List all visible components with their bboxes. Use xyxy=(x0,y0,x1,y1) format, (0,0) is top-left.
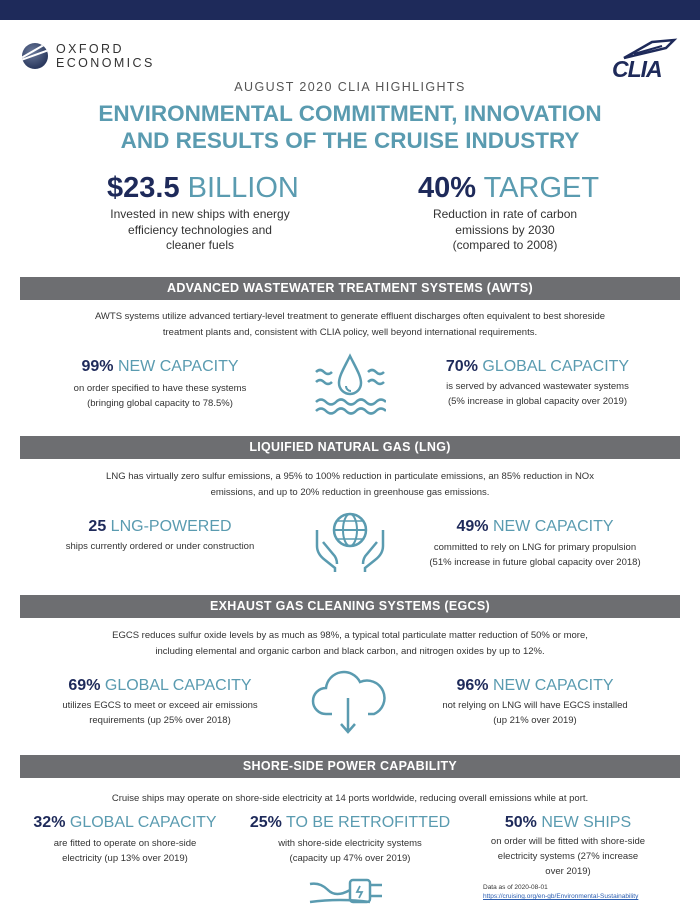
shore-description: Cruise ships may operate on shore-side e… xyxy=(111,793,589,804)
clia-ship-icon xyxy=(623,38,678,60)
egcs-right-stat: 96% NEW CAPACITY xyxy=(456,677,614,694)
kicker: AUGUST 2020 CLIA HIGHLIGHTS xyxy=(234,80,466,94)
awts-header: ADVANCED WASTEWATER TREATMENT SYSTEMS (A… xyxy=(20,277,680,300)
hero-right-stat: 40% TARGET xyxy=(418,172,600,204)
cloud-download-icon xyxy=(311,670,386,734)
egcs-description: EGCS reduces sulfur oxide levels by as m… xyxy=(112,630,588,657)
top-bar xyxy=(0,0,700,20)
oxford-economics-logo: OXFORD ECONOMICS xyxy=(22,42,155,70)
hero-left-stat: $23.5 BILLION xyxy=(107,172,299,204)
awts-description: AWTS systems utilize advanced tertiary-l… xyxy=(94,311,606,338)
lng-description: LNG has virtually zero sulfur emissions,… xyxy=(106,471,594,498)
awts-left-caption: on order specified to have these systems… xyxy=(73,383,247,409)
egcs-header: EXHAUST GAS CLEANING SYSTEMS (EGCS) xyxy=(20,595,680,618)
water-drop-icon xyxy=(315,353,386,415)
egcs-right-caption: not relying on LNG will have EGCS instal… xyxy=(442,700,628,726)
shore-col3-stat: 50% NEW SHIPS xyxy=(504,814,632,831)
egcs-left-stat: 69% GLOBAL CAPACITY xyxy=(68,677,252,694)
shore-col2-stat: 25% TO BE RETROFITTED xyxy=(249,814,451,831)
oxford-globe-icon xyxy=(22,43,48,69)
shore-col1-caption: are fitted to operate on shore-side elec… xyxy=(53,838,197,864)
shore-col2-caption: with shore-side electricity systems (cap… xyxy=(278,838,422,864)
lng-header: LIQUIFIED NATURAL GAS (LNG) xyxy=(20,436,680,459)
awts-right-stat: 70% GLOBAL CAPACITY xyxy=(445,358,630,375)
shore-col1-stat: 32% GLOBAL CAPACITY xyxy=(33,814,217,831)
source-note: Data as of 2020-08-01 https://cruising.o… xyxy=(483,884,639,900)
hero-left-caption: Invested in new ships with energy effici… xyxy=(110,207,290,252)
source-link[interactable]: https://cruising.org/en-gb/Environmental… xyxy=(483,893,639,900)
shore-header: SHORE-SIDE POWER CAPABILITY xyxy=(20,755,680,778)
lng-right-stat: 49% NEW CAPACITY xyxy=(456,518,614,535)
page-title: ENVIRONMENTAL COMMITMENT, INNOVATION AND… xyxy=(98,101,602,153)
oxford-logo-text: OXFORD ECONOMICS xyxy=(56,42,155,70)
awts-left-stat: 99% NEW CAPACITY xyxy=(81,358,239,375)
hero-right-caption: Reduction in rate of carbon emissions by… xyxy=(432,207,578,252)
lng-left-caption: ships currently ordered or under constru… xyxy=(65,541,255,552)
egcs-left-caption: utilizes EGCS to meet or exceed air emis… xyxy=(62,700,258,726)
lng-right-caption: committed to rely on LNG for primary pro… xyxy=(429,542,641,568)
shore-col3-caption: on order will be fitted with shore-side … xyxy=(490,836,646,877)
clia-logo: CLIA xyxy=(612,38,678,82)
clia-logo-text: CLIA xyxy=(612,56,663,82)
globe-hands-icon xyxy=(315,512,385,572)
lng-left-stat: 25 LNG-POWERED xyxy=(88,518,232,535)
awts-right-caption: is served by advanced wastewater systems… xyxy=(446,381,629,407)
power-plug-icon xyxy=(309,878,382,904)
